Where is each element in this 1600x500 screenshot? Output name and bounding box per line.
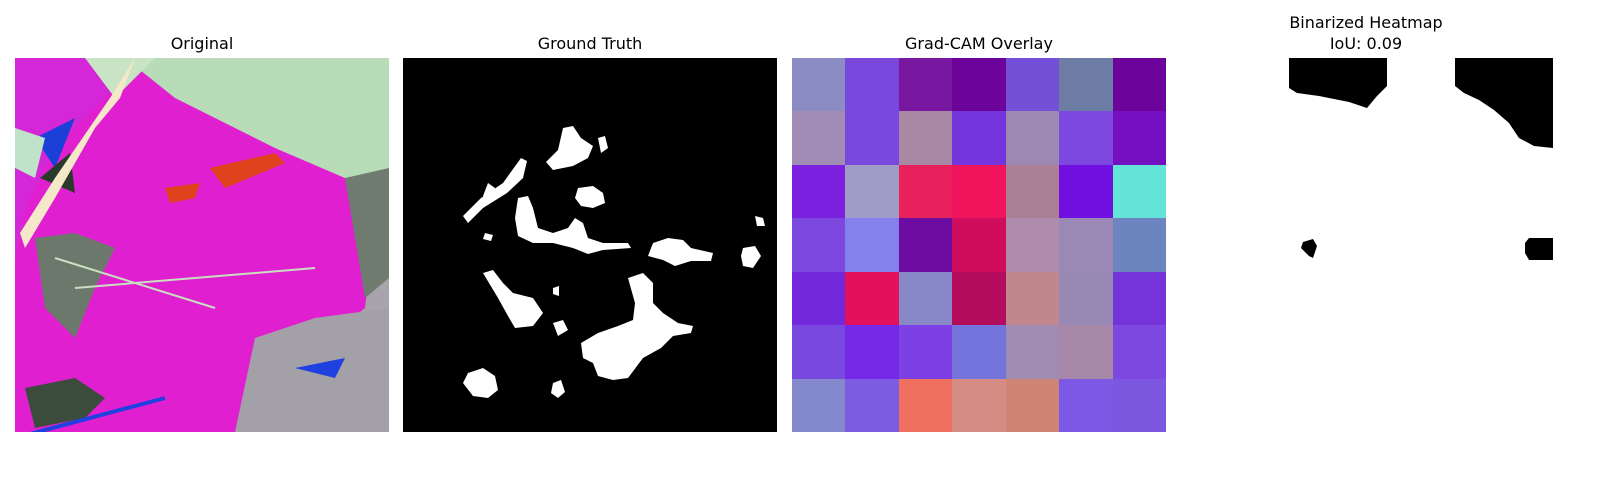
original-panel: Original xyxy=(15,33,389,433)
ground-truth-panel: Ground Truth xyxy=(403,33,777,433)
binarized-heatmap-mask xyxy=(1179,58,1553,432)
gradcam-cell xyxy=(898,271,953,326)
gradcam-overlay-image xyxy=(792,58,1166,432)
gradcam-panel: Grad-CAM Overlay xyxy=(792,33,1166,433)
ground-truth-title: Ground Truth xyxy=(537,34,643,53)
gradcam-cell xyxy=(1005,111,1060,165)
gradcam-cell xyxy=(1005,271,1060,326)
gradcam-cell xyxy=(952,164,1006,219)
gradcam-cell xyxy=(792,218,846,272)
gradcam-cell xyxy=(1059,218,1113,272)
gradcam-cell xyxy=(845,271,899,326)
gradcam-cell xyxy=(898,58,953,112)
original-title: Original xyxy=(170,34,234,53)
gradcam-cell xyxy=(952,378,1006,432)
gradcam-cell xyxy=(845,378,899,432)
gradcam-cell xyxy=(845,325,899,379)
gradcam-cell xyxy=(792,164,846,219)
gradcam-cell xyxy=(792,378,846,432)
gradcam-cell xyxy=(898,218,953,272)
gradcam-cell xyxy=(952,218,1006,272)
gradcam-cell xyxy=(1059,378,1113,432)
gradcam-cell xyxy=(1059,58,1113,112)
iou-score-label: IoU: 0.09 xyxy=(1329,34,1403,53)
binarized-panel: Binarized Heatmap IoU: 0.09 xyxy=(1179,12,1553,433)
gradcam-cell xyxy=(1005,58,1060,112)
gradcam-cell xyxy=(845,164,899,219)
gradcam-cell xyxy=(1112,58,1166,112)
gradcam-title: Grad-CAM Overlay xyxy=(905,34,1053,53)
gradcam-cell xyxy=(792,271,846,326)
gradcam-cell xyxy=(1112,218,1166,272)
gradcam-cell xyxy=(1005,218,1060,272)
binarized-title: Binarized Heatmap xyxy=(1289,13,1443,32)
gradcam-cell xyxy=(845,58,899,112)
gradcam-cell xyxy=(898,111,953,165)
gradcam-cell xyxy=(1112,271,1166,326)
gradcam-cell xyxy=(1112,164,1166,219)
gradcam-cell xyxy=(792,325,846,379)
gradcam-cell xyxy=(1005,378,1060,432)
gradcam-cell xyxy=(898,164,953,219)
gradcam-cell xyxy=(1059,325,1113,379)
gradcam-cell xyxy=(845,111,899,165)
ground-truth-mask xyxy=(403,58,777,432)
gradcam-cell xyxy=(1112,111,1166,165)
gradcam-cell xyxy=(1005,164,1060,219)
gradcam-cell xyxy=(1112,325,1166,379)
gradcam-cell xyxy=(1112,378,1166,432)
gradcam-cell xyxy=(792,111,846,165)
gradcam-cell xyxy=(1059,271,1113,326)
gradcam-cell xyxy=(1059,164,1113,219)
gradcam-cell xyxy=(952,325,1006,379)
gradcam-cell xyxy=(898,378,953,432)
gradcam-cell xyxy=(952,271,1006,326)
gradcam-cell xyxy=(952,58,1006,112)
original-image xyxy=(15,58,389,432)
gradcam-cell xyxy=(1059,111,1113,165)
gradcam-cell xyxy=(1005,325,1060,379)
gradcam-cell xyxy=(792,58,846,112)
gradcam-cell xyxy=(845,218,899,272)
gradcam-cell xyxy=(898,325,953,379)
gradcam-cell xyxy=(952,111,1006,165)
